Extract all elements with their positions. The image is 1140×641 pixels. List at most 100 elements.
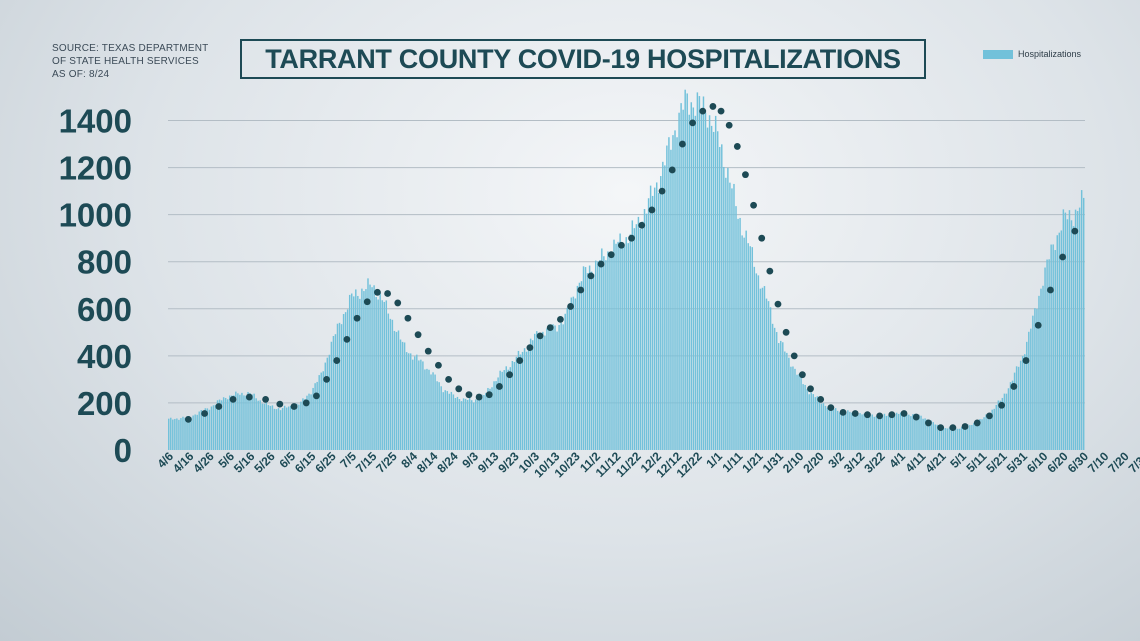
hospitalization-bar [1070,220,1073,450]
hospitalization-bar [265,402,268,450]
hospitalization-bar [235,391,237,450]
hospitalization-bar [458,399,461,450]
hospitalization-bar [857,414,859,450]
hospitalization-bar [727,167,729,451]
hospitalization-bar [865,412,867,450]
hospitalization-bar [973,423,975,450]
hospitalization-bar [340,324,343,450]
hospitalization-bar [493,381,495,450]
hospitalization-bar [365,289,367,450]
hospitalization-bar [418,360,420,450]
hospitalization-bar [1056,235,1058,450]
hospitalization-bar [292,407,294,450]
trend-dot [374,288,381,296]
hospitalization-bar [658,192,660,451]
hospitalization-bar [985,414,987,450]
hospitalization-bar [694,115,697,450]
trend-dot [774,300,782,308]
hospitalization-bar [283,405,286,450]
hospitalization-bar [395,331,398,450]
source-note: SOURCE: TEXAS DEPARTMENT OF STATE HEALTH… [52,42,252,81]
trend-dot [912,413,920,421]
hospitalization-bar [881,414,884,450]
x-tick-label: 4/26 [190,449,217,476]
hospitalization-bar [617,241,619,450]
hospitalization-bar [1009,382,1012,450]
trend-dot [937,424,945,432]
hospitalization-bar [377,299,379,450]
hospitalization-bar [1054,250,1056,450]
hospitalization-bar [385,300,388,450]
hospitalization-bar [318,375,320,450]
hospitalization-bar [794,368,796,450]
hospitalization-bar [294,405,296,450]
hospitalization-bar [580,281,583,450]
hospitalization-bar [977,421,979,450]
hospitalization-bar [609,257,611,450]
hospitalization-bar [749,246,751,450]
hospitalization-bar [897,413,900,450]
hospitalization-bar [361,288,363,450]
hospitalization-bar [784,351,786,450]
hospitalization-bar [987,414,989,450]
hospitalization-bar [430,374,432,450]
hospitalization-bar [586,273,589,450]
hospitalization-bar [460,401,463,450]
hospitalization-bar [249,393,251,450]
hospitalization-bar [812,394,815,450]
hospitalization-bar [1007,388,1010,450]
hospitalization-bar [871,414,873,450]
trend-dot [766,267,774,275]
hospitalization-bar [1050,244,1052,450]
trend-dot [526,344,534,352]
hospitalization-bar [186,416,188,450]
hospitalization-bar [1030,328,1032,450]
y-tick-label: 400 [77,338,132,375]
trend-dot [798,371,806,379]
hospitalization-bar [468,397,471,450]
hospitalization-bar [599,260,601,450]
hospitalization-bar [281,408,284,450]
hospitalization-bar [247,391,249,450]
hospitalization-bar [873,416,876,450]
hospitalization-bar [556,331,558,450]
legend-label: Hospitalizations [1018,49,1082,59]
hospitalization-bar [775,332,778,450]
hospitalization-bar [692,107,695,450]
hospitalization-bar [965,426,967,450]
hospitalization-bar [259,400,261,450]
hospitalization-bar [800,377,802,450]
hospitalization-bar [552,324,554,450]
hospitalization-bar [287,406,290,450]
hospitalization-bar [928,421,930,450]
trend-dot [876,412,884,420]
hospitalization-bar [233,395,235,450]
hospitalization-bar [893,414,896,450]
hospitalization-bar [908,414,910,450]
hospitalization-bar [678,112,680,450]
hospitalization-bar [554,325,556,450]
hospitalization-bar [922,418,924,450]
trend-dot [925,419,932,427]
hospitalization-bar [914,413,916,450]
hospitalization-bar [420,359,422,450]
hospitalization-bar [346,309,349,450]
hospitalization-bar [261,403,263,450]
hospitalization-bar [334,334,337,450]
x-tick-label: 5/26 [251,449,278,476]
trend-dot [245,393,253,401]
hospitalization-bar [822,403,825,450]
hospitalization-bar [475,399,477,450]
hospitalization-bar [816,396,819,450]
hospitalization-bar [477,400,479,450]
source-line-3: AS OF: 8/24 [52,69,110,80]
hospitalization-bar [245,395,247,450]
hospitalization-bar [999,400,1002,450]
hospitalization-bar [952,429,955,450]
hospitalization-bar [950,428,953,450]
hospitalization-bar [239,394,241,450]
hospitalization-bar [491,387,493,450]
hospitalization-bar [243,395,245,450]
trend-dot [475,393,483,401]
hospitalization-bar [729,182,731,451]
